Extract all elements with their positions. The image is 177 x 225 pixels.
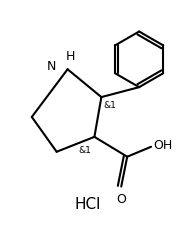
Text: O: O bbox=[116, 193, 126, 206]
Text: OH: OH bbox=[153, 139, 172, 152]
Text: &1: &1 bbox=[79, 145, 92, 154]
Text: N: N bbox=[46, 60, 56, 72]
Text: &1: &1 bbox=[103, 101, 116, 110]
Text: HCl: HCl bbox=[74, 196, 101, 211]
Text: H: H bbox=[66, 50, 75, 63]
